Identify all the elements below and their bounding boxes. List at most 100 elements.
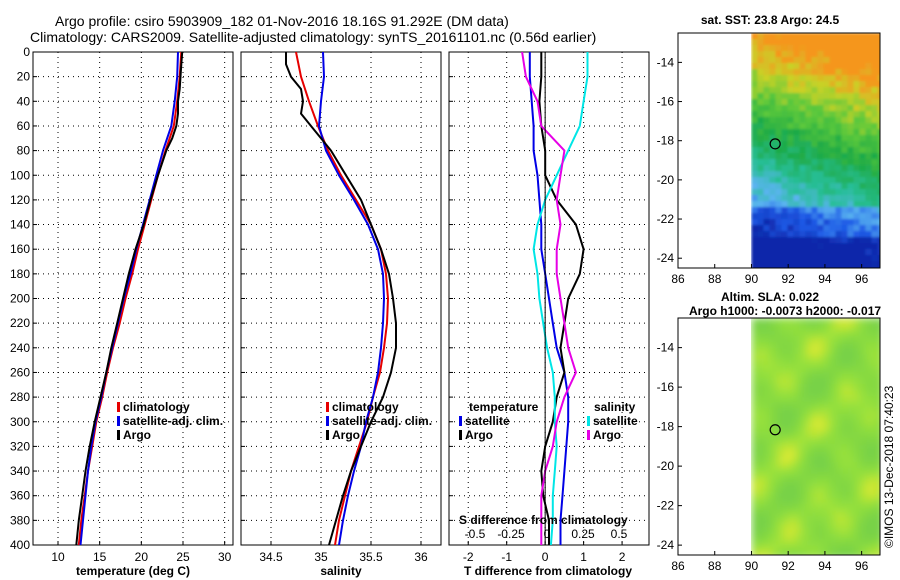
legend-swatch — [459, 430, 462, 440]
salinity-xlabel: salinity — [320, 564, 362, 578]
diff-legend-left-title: temperature — [469, 400, 539, 414]
s-diff-tick-label: 0.5 — [611, 527, 628, 541]
x-tick-label: 10 — [51, 550, 65, 564]
legend-swatch — [326, 402, 329, 412]
x-tick-label: 34.5 — [259, 550, 283, 564]
x-tick-label: 2 — [619, 550, 626, 564]
series-line-satellite-adj-clim- — [318, 52, 385, 545]
x-tick-label: 1 — [580, 550, 587, 564]
sla-map-subtitle: Argo h1000: -0.0073 h2000: -0.017 — [689, 304, 881, 318]
map-x-tick-label: 92 — [782, 272, 796, 286]
title-line-2: Climatology: CARS2009. Satellite-adjuste… — [30, 29, 596, 45]
legend-swatch — [587, 416, 590, 426]
legend-label: Argo — [332, 428, 360, 442]
map-y-tick-label: -14 — [657, 341, 675, 355]
legend-label: Argo — [593, 428, 621, 442]
series-line-argo — [285, 52, 397, 545]
diff-legend-right-title: salinity — [594, 400, 636, 414]
series-line-s-argo — [521, 52, 577, 545]
series-line-t-satellite — [528, 52, 570, 545]
x-tick-label: 30 — [218, 550, 232, 564]
y-tick-label: 380 — [10, 513, 30, 527]
legend-label: Argo — [465, 428, 493, 442]
map-x-tick-label: 92 — [782, 559, 796, 573]
x-tick-label: 36 — [414, 550, 428, 564]
s-diff-tick-label: 0.25 — [571, 527, 595, 541]
y-tick-label: 40 — [17, 94, 31, 108]
map-field — [751, 33, 880, 268]
y-tick-label: 400 — [10, 538, 30, 552]
legend-label: satellite-adj. clim. — [123, 414, 223, 428]
series-group — [75, 52, 184, 545]
difference-xlabel: T difference from climatology — [464, 564, 632, 578]
y-tick-label: 180 — [10, 267, 30, 281]
legend-swatch — [326, 430, 329, 440]
legend-swatch — [117, 416, 120, 426]
series-line-t-argo — [538, 52, 585, 545]
y-tick-label: 360 — [10, 489, 30, 503]
title-line-1: Argo profile: csiro 5903909_182 01-Nov-2… — [55, 13, 509, 29]
legend-swatch — [587, 430, 590, 440]
series-line-s-satellite — [532, 52, 589, 545]
map-y-tick-label: -14 — [657, 55, 675, 69]
map-x-tick-label: 88 — [708, 272, 722, 286]
map-x-tick-label: 96 — [855, 559, 869, 573]
legend-swatch — [326, 416, 329, 426]
y-tick-label: 80 — [17, 144, 31, 158]
x-tick-label: 35 — [314, 550, 328, 564]
map-y-tick-label: -16 — [657, 95, 675, 109]
sla-map-panel: Altim. SLA: 0.022 Argo h1000: -0.0073 h2… — [657, 290, 882, 573]
y-tick-label: 260 — [10, 365, 30, 379]
y-tick-label: 340 — [10, 464, 30, 478]
s-diff-tick-label: -0.25 — [497, 527, 525, 541]
x-tick-label: -2 — [463, 550, 474, 564]
y-tick-label: 220 — [10, 316, 30, 330]
map-x-tick-label: 86 — [671, 272, 685, 286]
s-diff-tick-label: 0 — [544, 527, 551, 541]
legend-swatch — [117, 402, 120, 412]
map-x-tick-label: 90 — [745, 559, 759, 573]
argo-location-marker — [769, 424, 781, 436]
map-field — [751, 318, 880, 555]
sst-map-panel: sat. SST: 23.8 Argo: 24.5 86 88 90 92 94 96 -1… — [657, 13, 881, 286]
map-y-tick-label: -24 — [657, 538, 675, 552]
sst-map-frame — [677, 32, 881, 269]
legend-swatch — [459, 416, 462, 426]
map-y-tick-label: -20 — [657, 459, 675, 473]
x-tick-label: -1 — [501, 550, 512, 564]
series-group — [521, 52, 589, 545]
y-tick-label: 60 — [17, 119, 31, 133]
x-tick-label: 15 — [93, 550, 107, 564]
y-tick-label: 160 — [10, 242, 30, 256]
y-tick-label: 240 — [10, 341, 30, 355]
x-tick-label: 35.5 — [359, 550, 383, 564]
map-x-tick-label: 86 — [671, 559, 685, 573]
series-line-climatology — [77, 52, 183, 545]
map-y-tick-label: -24 — [657, 251, 675, 265]
legend-label: climatology — [332, 400, 399, 414]
map-y-tick-label: -22 — [657, 212, 675, 226]
temperature-panel: 10 15 20 25 30020406080100120140160180200220… — [10, 45, 234, 578]
imos-credit: ©IMOS 13-Dec-2018 07:40:23 — [882, 385, 896, 548]
sla-map-title: Altim. SLA: 0.022 — [721, 290, 819, 304]
map-y-tick-label: -16 — [657, 380, 675, 394]
map-y-tick-label: -20 — [657, 173, 675, 187]
map-y-tick-label: -18 — [657, 134, 675, 148]
legend-label: climatology — [123, 400, 190, 414]
temperature-xlabel: temperature (deg C) — [76, 564, 190, 578]
y-tick-label: 300 — [10, 415, 30, 429]
legend-label: satellite — [465, 414, 510, 428]
y-tick-label: 20 — [17, 70, 31, 84]
map-x-tick-label: 88 — [708, 559, 722, 573]
y-tick-label: 200 — [10, 292, 30, 306]
x-tick-label: 25 — [176, 550, 190, 564]
map-x-tick-label: 96 — [855, 272, 869, 286]
y-tick-label: 100 — [10, 168, 30, 182]
map-x-tick-label: 94 — [818, 559, 832, 573]
series-group — [285, 52, 397, 545]
series-line-argo — [75, 52, 184, 545]
sla-map-frame — [677, 317, 881, 556]
map-x-tick-label: 90 — [745, 272, 759, 286]
